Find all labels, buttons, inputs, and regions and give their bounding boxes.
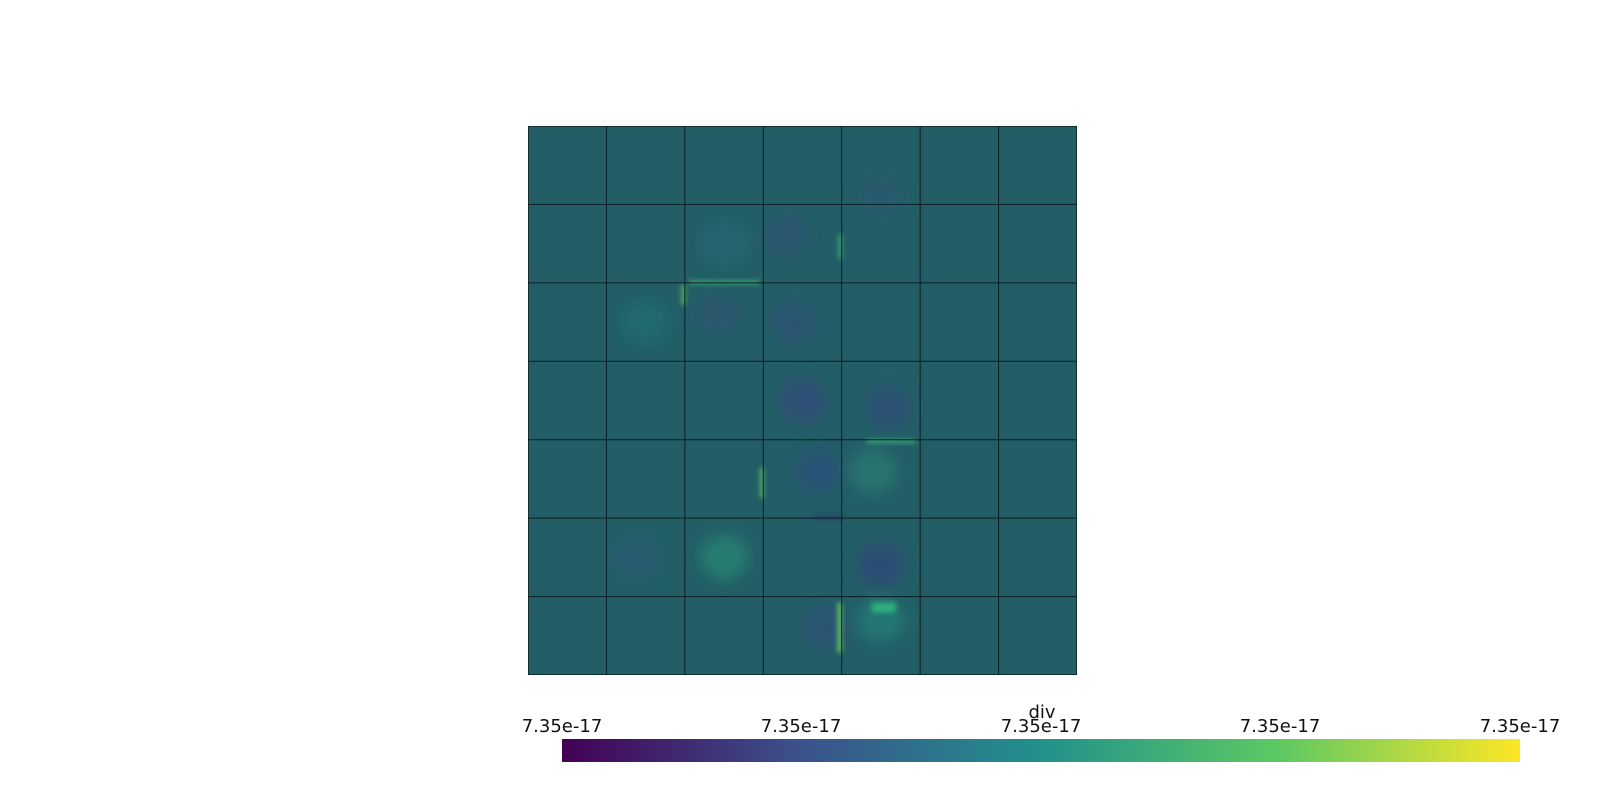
field-streak <box>760 467 764 498</box>
field-blob <box>771 300 819 345</box>
colorbar-tick-label: 7.35e-17 <box>760 716 842 737</box>
field-blob <box>692 292 740 337</box>
field-streak <box>866 439 916 443</box>
mesh-edges <box>528 126 1077 675</box>
colorbar-tick-label: 7.35e-17 <box>1239 716 1321 737</box>
field-blob <box>849 449 897 494</box>
field-blob <box>857 543 905 588</box>
colorbar-gradient <box>562 739 1520 762</box>
field-blob <box>700 535 748 580</box>
mesh-plot <box>528 126 1077 675</box>
field-streak <box>871 602 896 613</box>
colorbar-tick-label: 7.35e-17 <box>1479 716 1561 737</box>
colorbar-tick-label: 7.35e-17 <box>1000 716 1082 737</box>
field-blob <box>700 221 748 266</box>
field-blob <box>614 535 662 580</box>
field-streak <box>837 602 842 653</box>
field-variations <box>614 174 913 650</box>
field-blob <box>794 449 842 494</box>
field-streak <box>681 284 685 305</box>
field-blob <box>763 213 811 258</box>
mesh-grid <box>528 126 1077 675</box>
field-blob <box>865 386 913 431</box>
field-streak <box>838 234 842 259</box>
field-blob <box>802 605 850 650</box>
field-streak <box>813 516 844 520</box>
field-blob <box>778 378 827 423</box>
field-blob <box>622 300 670 345</box>
colorbar-title: div <box>1028 702 1056 723</box>
colorbar-tick-label: 7.35e-17 <box>521 716 603 737</box>
field-blob <box>857 174 905 219</box>
